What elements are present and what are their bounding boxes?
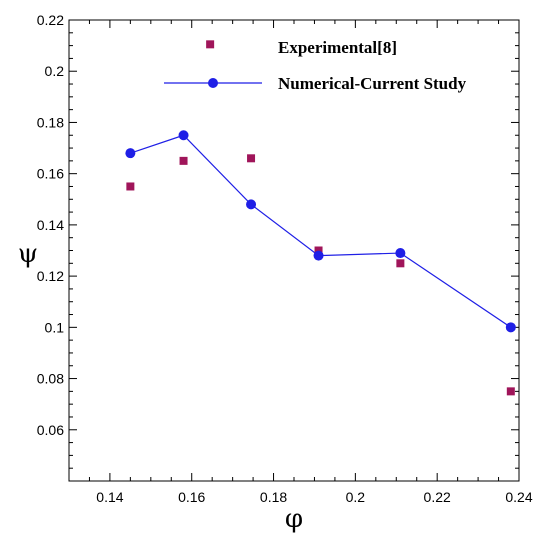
- legend-experimental-marker: [206, 40, 215, 49]
- x-tick-label: 0.24: [505, 489, 532, 505]
- y-tick-label: 0.16: [37, 166, 64, 182]
- series-layer: [125, 130, 516, 396]
- x-axis-title: φ: [285, 504, 303, 534]
- y-tick-label: 0.06: [37, 422, 64, 438]
- numerical-point: [505, 322, 516, 333]
- numerical-point: [395, 248, 406, 259]
- y-axis-title: ψ: [18, 239, 38, 269]
- x-tick-label: 0.14: [96, 489, 123, 505]
- legend-numerical-marker: [208, 78, 218, 88]
- numerical-line: [130, 134, 512, 328]
- y-tick-label: 0.14: [37, 217, 64, 233]
- numerical-point: [313, 250, 324, 261]
- y-tick-labels: 0.06 0.08 0.1 0.12 0.14 0.16 0.18 0.2 0.22: [37, 12, 64, 438]
- legend-experimental-label: Experimental[8]: [278, 38, 397, 57]
- x-tick-labels: 0.14 0.16 0.18 0.2 0.22 0.24: [96, 489, 533, 505]
- numerical-point: [178, 130, 189, 141]
- experimental-point: [314, 246, 323, 255]
- experimental-point: [126, 182, 135, 191]
- axis-ticks: [68, 19, 520, 482]
- experimental-point: [247, 154, 256, 163]
- numerical-point: [125, 148, 136, 159]
- y-tick-label: 0.18: [37, 114, 64, 130]
- numerical-point: [246, 199, 257, 210]
- experimental-point: [396, 259, 405, 268]
- x-tick-label: 0.2: [346, 489, 366, 505]
- legend-numerical-label: Numerical-Current Study: [278, 74, 467, 93]
- y-tick-label: 0.08: [37, 371, 64, 387]
- x-tick-label: 0.22: [424, 489, 451, 505]
- y-tick-label: 0.1: [45, 319, 65, 335]
- y-tick-label: 0.22: [37, 12, 64, 28]
- x-tick-label: 0.16: [178, 489, 205, 505]
- experimental-point: [506, 387, 515, 396]
- y-tick-label: 0.2: [45, 63, 65, 79]
- x-tick-label: 0.18: [260, 489, 287, 505]
- experimental-point: [179, 156, 188, 165]
- y-tick-label: 0.12: [37, 268, 64, 284]
- legend: Experimental[8] Numerical-Current Study: [164, 38, 467, 93]
